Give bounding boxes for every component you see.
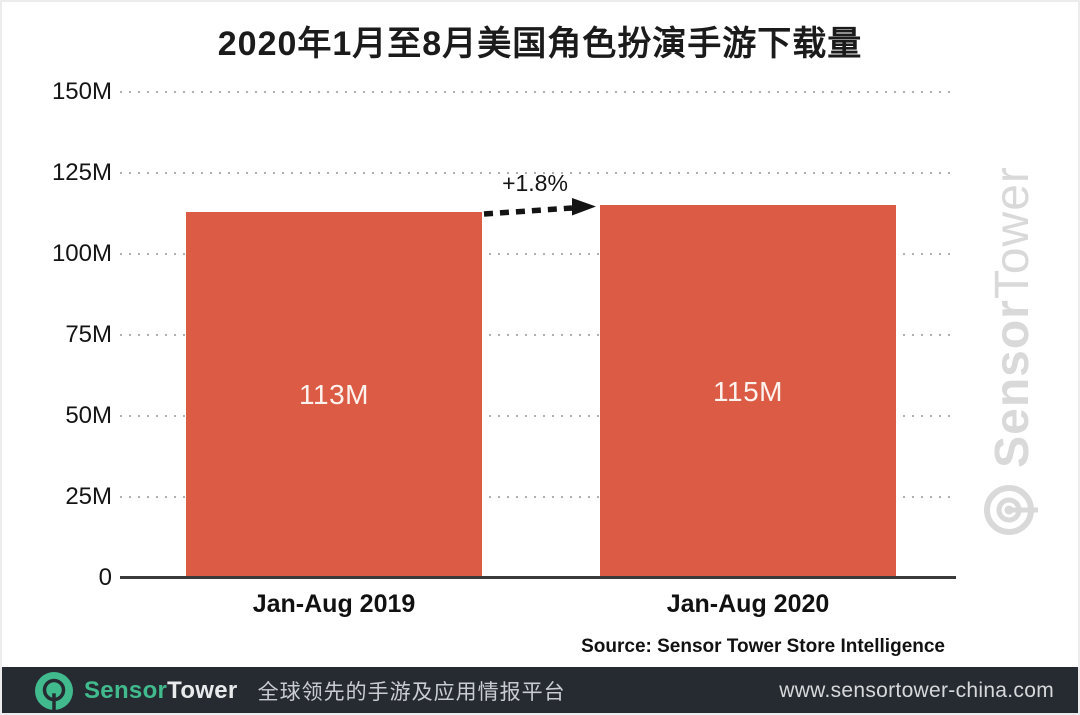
x-tick-label-2020: Jan-Aug 2020 <box>666 590 830 618</box>
gridline-25m <box>120 496 956 498</box>
gridline-125m <box>120 172 956 174</box>
y-tick-label: 0 <box>98 564 112 591</box>
x-axis-line <box>120 576 956 579</box>
bar-jan-aug-2020: 115M <box>600 205 896 578</box>
bar-jan-aug-2019: 113M <box>186 212 482 578</box>
gridline-75m <box>120 334 956 336</box>
bar-value-label: 115M <box>713 375 783 407</box>
y-tick-label: 75M <box>65 321 112 348</box>
y-tick-label: 150M <box>51 78 112 105</box>
sensortower-logo-icon <box>35 672 73 710</box>
footer-bar: SensorTower 全球领先的手游及应用情报平台 www.sensortow… <box>0 667 1080 715</box>
source-note: Source: Sensor Tower Store Intelligence <box>581 636 945 657</box>
y-tick-label: 25M <box>65 483 112 510</box>
footer-url: www.sensortower-china.com <box>779 679 1054 702</box>
watermark: SensorTower <box>982 122 1042 582</box>
y-tick-label: 125M <box>51 159 112 186</box>
x-tick-label-2019: Jan-Aug 2019 <box>252 590 416 618</box>
watermark-text: SensorTower <box>985 166 1039 468</box>
gridline-150m <box>120 91 956 93</box>
gridline-50m <box>120 415 956 417</box>
chart-title: 2020年1月至8月美国角色扮演手游下载量 <box>217 25 863 63</box>
bar-value-label: 113M <box>299 379 369 410</box>
y-tick-label: 50M <box>65 402 112 429</box>
footer-brand: SensorTower <box>84 677 238 704</box>
growth-annotation-label: +1.8% <box>502 170 568 196</box>
gridline-100m <box>120 253 956 255</box>
footer-tagline: 全球领先的手游及应用情报平台 <box>257 681 566 704</box>
sensortower-logo-icon <box>984 484 1038 535</box>
dashed-arrow-icon <box>483 198 596 217</box>
y-tick-label: 100M <box>51 240 112 267</box>
